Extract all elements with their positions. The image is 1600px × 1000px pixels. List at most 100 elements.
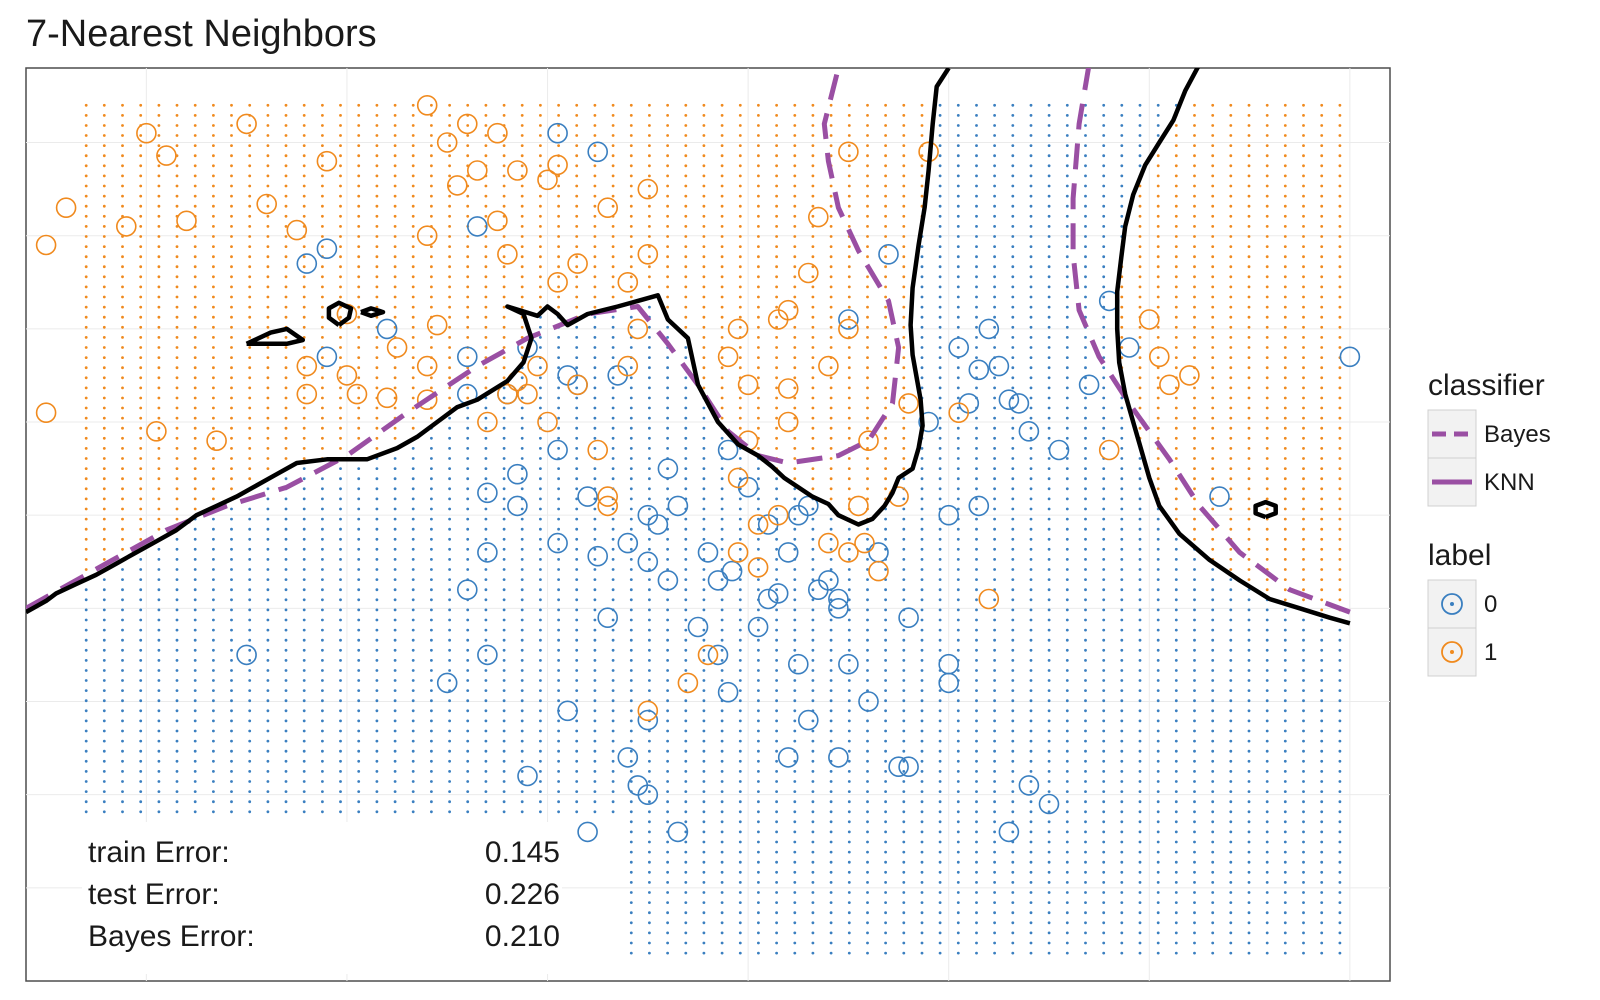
- region-dot: [539, 144, 542, 148]
- region-dot: [484, 578, 488, 581]
- region-dot: [593, 790, 597, 793]
- region-dot: [393, 346, 397, 349]
- region-dot: [1211, 598, 1215, 602]
- region-dot: [1156, 608, 1160, 612]
- region-dot: [629, 225, 633, 228]
- region-dot: [666, 295, 669, 299]
- region-dot: [920, 154, 924, 158]
- region-dot: [629, 568, 633, 571]
- region-dot: [557, 103, 560, 107]
- region-dot: [866, 325, 869, 329]
- region-dot: [829, 679, 833, 682]
- region-dot: [175, 770, 179, 773]
- region-dot: [84, 265, 88, 269]
- region-dot: [411, 487, 415, 491]
- region-dot: [284, 659, 288, 662]
- region-dot: [302, 770, 306, 773]
- region-dot: [411, 447, 415, 450]
- region-dot: [175, 134, 179, 137]
- region-dot: [411, 174, 415, 178]
- region-dot: [375, 416, 379, 420]
- region-dot: [1065, 194, 1069, 198]
- region-dot: [230, 265, 233, 269]
- region-dot: [648, 638, 651, 642]
- region-dot: [993, 780, 996, 783]
- region-dot: [175, 729, 179, 733]
- region-dot: [920, 790, 924, 793]
- region-dot: [375, 285, 379, 289]
- region-dot: [738, 578, 742, 581]
- region-dot: [375, 648, 379, 652]
- region-dot: [1029, 114, 1033, 117]
- region-dot: [139, 669, 143, 672]
- region-dot: [193, 315, 197, 319]
- region-dot: [484, 346, 488, 349]
- region-dot: [829, 558, 833, 561]
- region-dot: [520, 507, 524, 511]
- region-dot: [1156, 457, 1160, 460]
- region-dot: [884, 527, 887, 531]
- region-dot: [102, 376, 106, 380]
- region-dot: [884, 184, 887, 188]
- region-dot: [938, 891, 942, 894]
- region-dot: [1174, 447, 1178, 450]
- region-dot: [339, 547, 342, 551]
- region-dot: [1174, 759, 1178, 763]
- region-dot: [139, 103, 143, 107]
- region-dot: [1211, 608, 1215, 612]
- region-dot: [266, 749, 270, 753]
- region-dot: [793, 245, 797, 249]
- region-dot: [666, 759, 669, 763]
- region-dot: [357, 578, 361, 581]
- region-dot: [339, 507, 342, 511]
- region-dot: [84, 275, 88, 279]
- region-dot: [1174, 931, 1178, 935]
- region-dot: [248, 406, 252, 410]
- region-dot: [1047, 235, 1051, 238]
- region-dot: [793, 204, 797, 208]
- region-dot: [975, 850, 978, 854]
- region-dot: [121, 457, 124, 460]
- region-dot: [1229, 911, 1233, 915]
- region-dot: [775, 194, 778, 198]
- region-dot: [1156, 406, 1160, 410]
- region-dot: [811, 255, 815, 259]
- region-dot: [1084, 881, 1087, 884]
- region-dot: [193, 477, 197, 481]
- region-dot: [84, 336, 88, 339]
- region-dot: [1084, 739, 1087, 743]
- region-dot: [847, 477, 851, 481]
- region-dot: [266, 598, 270, 602]
- region-dot: [1120, 184, 1124, 188]
- region-dot: [1174, 275, 1178, 279]
- region-dot: [375, 174, 379, 178]
- region-dot: [629, 901, 633, 904]
- region-dot: [157, 770, 161, 773]
- region-dot: [956, 467, 960, 470]
- region-dot: [611, 204, 615, 208]
- region-dot: [1029, 325, 1033, 329]
- region-dot: [175, 739, 179, 743]
- region-dot: [411, 790, 415, 793]
- region-dot: [302, 537, 306, 541]
- region-dot: [593, 780, 597, 783]
- region-dot: [448, 265, 451, 269]
- region-dot: [157, 356, 161, 359]
- region-dot: [575, 638, 579, 642]
- region-dot: [793, 830, 797, 834]
- region-dot: [1047, 719, 1051, 723]
- region-dot: [230, 305, 233, 309]
- region-dot: [720, 245, 724, 249]
- region-dot: [557, 144, 560, 148]
- region-dot: [212, 356, 215, 359]
- region-dot: [484, 376, 488, 380]
- region-dot: [520, 144, 524, 148]
- region-dot: [1138, 517, 1142, 521]
- region-dot: [284, 366, 288, 370]
- region-dot: [84, 547, 88, 551]
- region-dot: [1084, 184, 1087, 188]
- region-dot: [702, 679, 706, 682]
- region-dot: [157, 426, 161, 430]
- region-dot: [484, 114, 488, 117]
- region-dot: [611, 315, 615, 319]
